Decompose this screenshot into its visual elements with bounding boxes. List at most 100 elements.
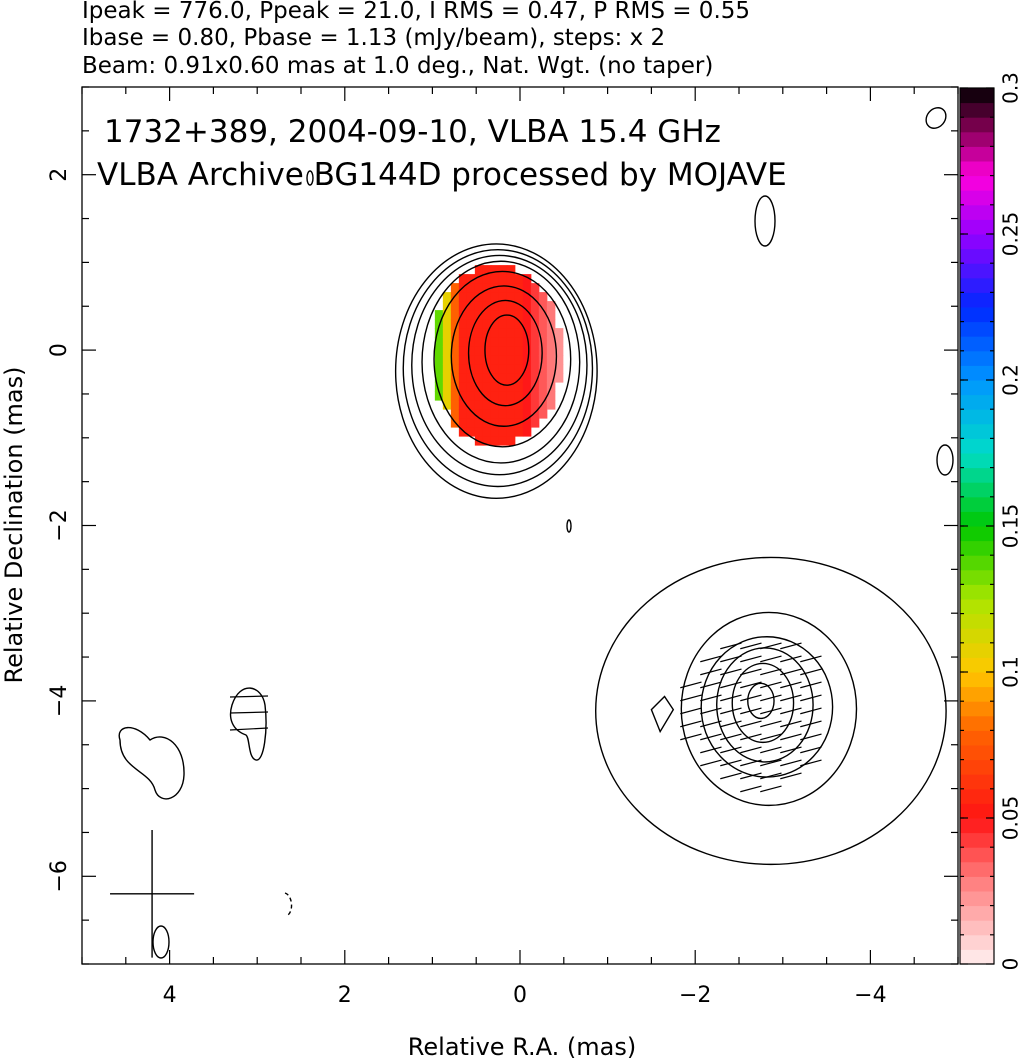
evpa-vector <box>780 707 802 715</box>
colorbar-band <box>960 321 994 337</box>
evpa-vector <box>720 707 742 715</box>
pol-pixel <box>490 292 500 302</box>
colorbar-band <box>960 365 994 381</box>
pol-pixel <box>482 436 492 446</box>
evpa-vector <box>720 720 742 728</box>
evpa-vector <box>720 668 742 676</box>
colorbar-band <box>960 190 994 206</box>
pol-pixel <box>530 346 540 356</box>
plot-area: 1732+389, 2004-09-10, VLBA 15.4 GHz VLBA… <box>0 86 959 1061</box>
colorbar-tick-label: 0.15 <box>999 504 1022 549</box>
pol-pixel <box>458 328 468 338</box>
contour-core <box>467 299 543 407</box>
pol-pixel <box>506 301 516 311</box>
colorbar-band <box>960 832 994 848</box>
pol-pixel <box>482 346 492 356</box>
pol-pixel <box>458 292 468 302</box>
colorbar: 0 0.05 0.1 0.15 0.2 0.25 0.3 <box>959 72 1022 970</box>
evpa-vector <box>780 720 802 728</box>
pol-pixel <box>546 391 556 401</box>
contour-core <box>421 260 581 464</box>
colorbar-band <box>960 219 994 235</box>
contour-core <box>411 254 588 476</box>
colorbar-band <box>960 672 994 688</box>
colorbar-band <box>960 891 994 907</box>
pol-pixel <box>522 337 532 347</box>
pol-pixel <box>514 400 524 410</box>
pol-pixel <box>474 292 484 302</box>
colorbar-tick-label: 0.1 <box>999 656 1022 688</box>
pol-pixel <box>538 373 548 383</box>
pol-pixel <box>538 400 548 410</box>
pol-pixel <box>514 274 524 284</box>
pol-pixel <box>442 328 452 338</box>
pol-pixel <box>522 301 532 311</box>
contour-core <box>394 243 598 499</box>
pol-pixel <box>522 283 532 293</box>
pol-pixel <box>514 409 524 419</box>
colorbar-band <box>960 292 994 308</box>
y-tick-label: −6 <box>47 860 72 892</box>
colorbar-band <box>960 803 994 819</box>
evpa-vector <box>780 668 802 676</box>
colorbar-band <box>960 745 994 761</box>
evpa-vector <box>800 759 822 767</box>
evpa-vector <box>800 668 822 676</box>
pol-pixel <box>442 364 452 374</box>
pol-pixel <box>498 283 508 293</box>
colorbar-band <box>960 423 994 439</box>
pol-pixel <box>514 373 524 383</box>
evpa-vector <box>780 694 802 702</box>
pol-pixel <box>538 319 548 329</box>
pol-pixel <box>522 310 532 320</box>
pol-pixel <box>450 409 460 419</box>
pol-pixel <box>466 319 476 329</box>
pol-pixel <box>506 364 516 374</box>
colorbar-tick-label: 0.05 <box>999 796 1022 841</box>
pol-pixel <box>482 274 492 284</box>
header-line-1: Ipeak = 776.0, Ppeak = 21.0, I RMS = 0.4… <box>82 0 750 24</box>
colorbar-band <box>960 88 994 104</box>
pol-pixel <box>490 427 500 437</box>
colorbar-band <box>960 613 994 629</box>
pol-pixel <box>498 319 508 329</box>
y-tick-label: 2 <box>47 168 72 182</box>
pol-pixel <box>506 292 516 302</box>
pol-pixel <box>450 283 460 293</box>
contour-core <box>450 285 558 427</box>
pol-pixel <box>522 319 532 329</box>
colorbar-tick-label: 0.2 <box>999 364 1022 396</box>
pol-pixel <box>498 274 508 284</box>
pol-pixel <box>474 418 484 428</box>
evpa-vector <box>800 733 822 741</box>
pol-pixel <box>538 310 548 320</box>
contour-jet <box>680 611 858 807</box>
pol-pixel <box>522 373 532 383</box>
pol-pixel <box>522 427 532 437</box>
pol-pixel <box>482 391 492 401</box>
pol-pixel <box>458 364 468 374</box>
pol-pixel <box>546 400 556 410</box>
x-axis-label: Relative R.A. (mas) <box>408 1033 636 1061</box>
pol-pixel <box>498 391 508 401</box>
evpa-vectors <box>680 642 822 793</box>
pol-pixel <box>442 301 452 311</box>
pol-pixel <box>554 355 564 365</box>
evpa-vector <box>740 694 762 702</box>
evpa-vector <box>740 785 762 793</box>
pol-pixel <box>474 310 484 320</box>
x-tick-label: 4 <box>163 983 177 1008</box>
pol-pixel <box>474 409 484 419</box>
pol-pixel <box>490 364 500 374</box>
y-tick-label: −2 <box>47 509 72 541</box>
colorbar-band <box>960 511 994 527</box>
evpa-vector <box>800 681 822 689</box>
pol-pixel <box>490 274 500 284</box>
pol-pixel <box>498 355 508 365</box>
colorbar-band <box>960 380 994 396</box>
pol-pixel <box>474 319 484 329</box>
pol-pixel <box>450 400 460 410</box>
pol-pixel <box>458 373 468 383</box>
evpa-vector <box>760 694 782 702</box>
pol-pixel <box>466 301 476 311</box>
